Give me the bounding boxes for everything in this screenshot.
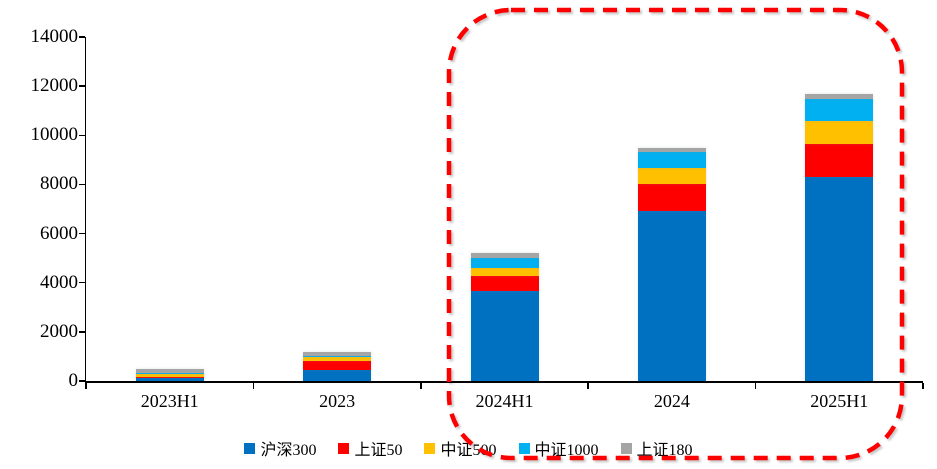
bar-segment-沪深300-2023 — [303, 369, 372, 381]
bar-segment-上证50-2024 — [637, 184, 706, 212]
legend-label: 沪深300 — [260, 442, 317, 459]
y-axis-tick-mark — [79, 232, 85, 235]
x-axis-category-label: 2023H1 — [140, 391, 199, 411]
bar-segment-上证180-2025H1 — [805, 94, 874, 100]
bar-segment-中证500-2024H1 — [470, 267, 539, 277]
legend-item-上证50: 上证50 — [338, 436, 402, 460]
legend-item-沪深300: 沪深300 — [244, 436, 316, 460]
x-axis-line — [84, 381, 923, 383]
legend-swatch-icon — [518, 442, 530, 454]
legend-item-中证1000: 中证1000 — [518, 436, 599, 460]
y-axis-tick-mark — [79, 281, 85, 284]
y-axis-tick-label: 14000 — [30, 26, 79, 47]
x-axis-tick-mark — [252, 382, 255, 389]
y-axis-tick-mark — [79, 134, 85, 137]
bar-segment-沪深300-2024 — [637, 211, 706, 381]
legend-label: 中证500 — [440, 442, 497, 459]
bar-segment-中证500-2023 — [303, 357, 372, 361]
x-axis-tick-mark — [420, 382, 422, 389]
y-axis-tick-label: 2000 — [40, 320, 78, 342]
bar-segment-上证180-2024H1 — [470, 252, 539, 258]
y-axis-tick-mark — [79, 380, 85, 382]
x-axis-tick-mark — [587, 382, 589, 389]
y-axis-tick-label: 8000 — [40, 173, 78, 195]
bar-segment-中证500-2024 — [637, 167, 706, 185]
legend-label: 上证50 — [354, 442, 403, 459]
y-axis-tick-mark — [79, 36, 85, 38]
y-axis-tick-label: 12000 — [30, 75, 79, 97]
y-axis-tick-label: 10000 — [30, 124, 79, 146]
x-axis-category-label: 2025H1 — [810, 391, 869, 411]
x-axis-category-label: 2023 — [319, 391, 356, 411]
bar-segment-中证1000-2025H1 — [805, 99, 874, 122]
x-axis-tick-mark — [85, 382, 87, 389]
y-axis-tick-label: 4000 — [40, 271, 78, 293]
legend-swatch-icon — [424, 442, 436, 454]
legend-item-上证180: 上证180 — [620, 436, 693, 460]
bar-segment-沪深300-2024H1 — [470, 291, 539, 381]
legend-label: 上证180 — [636, 442, 693, 459]
x-axis-tick-mark — [754, 382, 757, 389]
y-axis-line — [84, 37, 86, 381]
y-axis-tick-mark — [79, 85, 85, 87]
bar-segment-上证180-2024 — [637, 147, 706, 153]
legend: 沪深300 上证50 中证500 中证1000 上证180 — [0, 436, 937, 460]
bar-segment-中证1000-2024 — [637, 152, 706, 168]
bar-segment-上证50-2024H1 — [470, 276, 539, 292]
legend-item-中证500: 中证500 — [424, 436, 497, 460]
bar-segment-中证500-2023H1 — [135, 373, 204, 377]
legend-label: 中证1000 — [534, 442, 599, 459]
y-axis-tick-mark — [79, 183, 85, 186]
x-axis-tick-mark — [922, 382, 924, 389]
x-axis-category-label: 2024H1 — [475, 391, 534, 411]
legend-swatch-icon — [338, 442, 350, 454]
legend-swatch-icon — [620, 442, 632, 454]
bar-segment-沪深300-2025H1 — [805, 177, 874, 381]
bar-segment-中证500-2025H1 — [805, 121, 874, 144]
x-axis-category-label: 2024 — [653, 391, 690, 411]
y-axis-tick-mark — [79, 331, 85, 333]
bar-segment-上证180-2023H1 — [135, 368, 204, 374]
bar-segment-上证50-2025H1 — [805, 143, 874, 178]
bar-segment-沪深300-2023H1 — [135, 377, 204, 381]
bar-segment-上证180-2023 — [303, 352, 372, 357]
bar-segment-中证1000-2024H1 — [470, 257, 539, 268]
bar-segment-中证1000-2023 — [303, 356, 372, 358]
bar-segment-上证50-2023 — [303, 360, 372, 370]
y-axis-tick-label: 6000 — [40, 222, 78, 244]
y-axis-tick-label: 0 — [68, 370, 79, 391]
legend-swatch-icon — [244, 442, 256, 454]
